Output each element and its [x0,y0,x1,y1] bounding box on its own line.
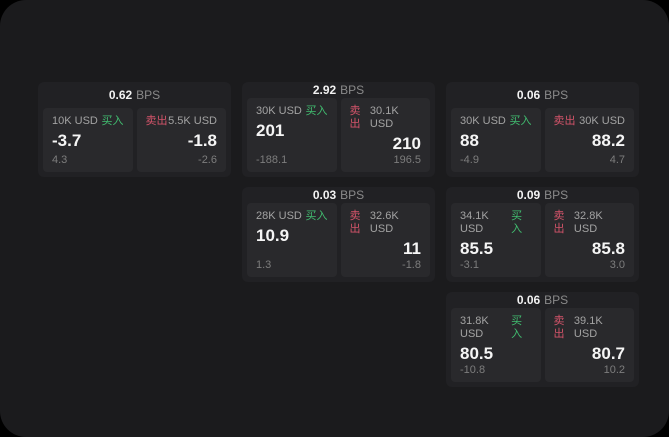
buy-price: 201 [256,121,285,140]
buy-delta: -4.9 [460,154,479,166]
bps-unit: BPS [136,88,161,102]
card-header: 0.06 BPS [446,82,639,108]
buy-delta: -188.1 [256,154,288,166]
sell-price: 11 [403,239,421,258]
sell-side-label: 卖出 [145,115,168,127]
sell-side-label: 卖出 [349,105,361,130]
sell-price: 88.2 [591,131,625,150]
buy-panel[interactable]: 31.8K USD 买入 80.5 -10.8 [451,308,541,382]
card-header: 0.62 BPS [38,82,231,108]
buy-delta: 4.3 [52,154,68,166]
buy-amount: 34.1K USD [460,210,489,235]
buy-amount: 31.8K USD [460,315,489,340]
sell-amount: 5.5K USD [168,115,217,127]
buy-side-label: 买入 [511,210,523,235]
sell-amount: 32.8K USD [573,210,603,235]
bps-value: 0.09 [516,188,541,202]
buy-price: 88 [460,131,479,150]
quote-card: 0.09 BPS 34.1K USD 买入 85.5 -3.1 卖出 32.8K… [446,187,639,282]
sell-panel[interactable]: 卖出 30.1K USD 210 196.5 [340,98,430,172]
sell-side-label: 卖出 [553,210,565,235]
sell-panel[interactable]: 卖出 5.5K USD -1.8 -2.6 [136,108,226,172]
sell-price: -1.8 [187,131,217,150]
sell-amount: 30K USD [579,115,625,127]
sell-delta: 3.0 [609,259,625,271]
bps-value: 0.62 [108,88,133,102]
buy-price: -3.7 [52,131,82,150]
card-header: 2.92 BPS [242,82,435,98]
buy-side-label: 买入 [101,115,124,127]
buy-amount: 28K USD [256,210,302,222]
sell-delta: -2.6 [198,154,217,166]
buy-amount: 30K USD [460,115,506,127]
quote-card: 0.06 BPS 31.8K USD 买入 80.5 -10.8 卖出 39.1… [446,292,639,387]
sell-panel[interactable]: 卖出 32.8K USD 85.8 3.0 [544,203,634,277]
quote-card: 0.62 BPS 10K USD 买入 -3.7 4.3 卖出 5.5K USD… [38,82,231,177]
card-header: 0.09 BPS [446,187,639,203]
buy-side-label: 买入 [305,210,328,222]
sell-side-label: 卖出 [349,210,361,235]
buy-side-label: 买入 [511,315,523,340]
buy-panel[interactable]: 34.1K USD 买入 85.5 -3.1 [451,203,541,277]
buy-price: 85.5 [460,239,494,258]
sell-amount: 32.6K USD [369,210,399,235]
quote-card: 0.03 BPS 28K USD 买入 10.9 1.3 卖出 32.6K US… [242,187,435,282]
buy-side-label: 买入 [509,115,532,127]
bps-unit: BPS [544,88,569,102]
sell-delta: 4.7 [609,154,625,166]
buy-panel[interactable]: 28K USD 买入 10.9 1.3 [247,203,337,277]
bps-value: 0.06 [516,293,541,307]
buy-delta: 1.3 [256,259,272,271]
bps-value: 0.03 [312,188,337,202]
bps-value: 0.06 [516,88,541,102]
buy-panel[interactable]: 10K USD 买入 -3.7 4.3 [43,108,133,172]
sell-price: 210 [392,134,421,153]
buy-price: 80.5 [460,344,494,363]
buy-amount: 10K USD [52,115,98,127]
quote-card: 2.92 BPS 30K USD 买入 201 -188.1 卖出 30.1K … [242,82,435,177]
sell-delta: 196.5 [393,154,421,166]
card-header: 0.03 BPS [242,187,435,203]
buy-delta: -10.8 [460,364,486,376]
sell-price: 85.8 [591,239,625,258]
buy-side-label: 买入 [305,105,328,117]
quote-card: 0.06 BPS 30K USD 买入 88 -4.9 卖出 30K USD 8… [446,82,639,177]
sell-amount: 39.1K USD [573,315,603,340]
bps-unit: BPS [544,293,569,307]
buy-panel[interactable]: 30K USD 买入 88 -4.9 [451,108,541,172]
buy-amount: 30K USD [256,105,302,117]
bps-unit: BPS [544,188,569,202]
sell-amount: 30.1K USD [369,105,399,130]
sell-panel[interactable]: 卖出 30K USD 88.2 4.7 [544,108,634,172]
sell-price: 80.7 [591,344,625,363]
sell-panel[interactable]: 卖出 32.6K USD 11 -1.8 [340,203,430,277]
bps-unit: BPS [340,188,365,202]
buy-price: 10.9 [256,226,290,245]
sell-side-label: 卖出 [553,115,576,127]
buy-delta: -3.1 [460,259,479,271]
buy-panel[interactable]: 30K USD 买入 201 -188.1 [247,98,337,172]
sell-panel[interactable]: 卖出 39.1K USD 80.7 10.2 [544,308,634,382]
card-header: 0.06 BPS [446,292,639,308]
sell-delta: 10.2 [603,364,625,376]
sell-side-label: 卖出 [553,315,565,340]
sell-delta: -1.8 [402,259,421,271]
bps-value: 2.92 [312,83,337,97]
bps-unit: BPS [340,83,365,97]
